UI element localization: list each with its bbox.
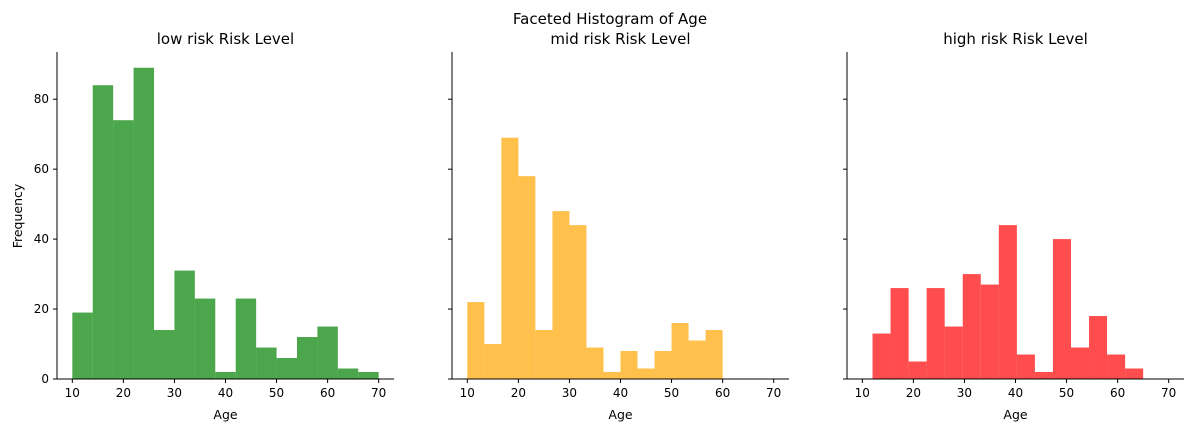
x-axis-label: Age xyxy=(213,407,237,422)
x-tick-label: 20 xyxy=(906,386,921,400)
histogram-bar xyxy=(1089,316,1108,379)
x-tick-label: 40 xyxy=(218,386,233,400)
x-tick-label: 10 xyxy=(460,386,475,400)
histogram-bar xyxy=(113,120,134,379)
panels-layer: 10 20 30 40 50 60 70 0 20 40 60 80 Age low risk Risk … xyxy=(34,30,1184,422)
y-tick-label: 20 xyxy=(34,302,49,316)
histogram-bar xyxy=(1125,368,1144,379)
x-axis-label: Age xyxy=(608,407,632,422)
panel-1: 10 20 30 40 50 60 70 0 20 40 60 80 Age low risk Risk … xyxy=(34,30,394,422)
histogram-bar xyxy=(72,312,93,379)
panel-2: 10 20 30 40 50 60 70 Age mid risk Risk Level xyxy=(448,30,789,422)
histogram-bar xyxy=(337,368,359,379)
histogram-bar xyxy=(620,351,638,379)
histogram-bar xyxy=(908,361,927,379)
x-tick-label: 40 xyxy=(1008,386,1023,400)
histogram-bar xyxy=(317,326,338,379)
histogram-bar xyxy=(501,137,519,379)
histogram-bar xyxy=(1052,239,1072,379)
histogram-bar xyxy=(92,85,114,379)
histogram-bar xyxy=(998,225,1017,379)
histogram-bar xyxy=(215,372,236,379)
histogram-bar xyxy=(944,326,963,379)
histogram-bar xyxy=(569,225,587,379)
histogram-bar xyxy=(518,176,536,379)
histogram-bar xyxy=(256,347,277,379)
histogram-bar xyxy=(872,333,891,379)
panel-3: 10 20 30 40 50 60 70 Age high risk Risk Level xyxy=(843,30,1184,422)
histogram-bar xyxy=(133,67,155,379)
histogram-bar xyxy=(235,298,257,379)
x-tick-label: 20 xyxy=(116,386,131,400)
histogram-bar xyxy=(154,330,175,379)
x-tick-label: 10 xyxy=(65,386,80,400)
histogram-bar xyxy=(1034,372,1053,379)
x-tick-label: 20 xyxy=(511,386,526,400)
histogram-bar xyxy=(926,288,945,379)
histogram-bar xyxy=(980,284,999,379)
x-tick-label: 60 xyxy=(1110,386,1125,400)
histogram-bar xyxy=(671,323,689,379)
chart-suptitle: Faceted Histogram of Age xyxy=(513,10,707,28)
histogram-bar xyxy=(467,302,485,379)
panel-title: high risk Risk Level xyxy=(943,30,1088,48)
histogram-bar xyxy=(654,351,672,379)
y-axis-label: Frequency xyxy=(10,183,25,248)
y-tick-label: 40 xyxy=(34,232,49,246)
histogram-bar xyxy=(603,372,621,379)
histogram-bar xyxy=(484,344,502,379)
histogram-bar xyxy=(962,274,981,379)
histogram-bar xyxy=(1016,354,1035,379)
x-tick-label: 60 xyxy=(320,386,335,400)
histogram-bar xyxy=(194,298,216,379)
histogram-bar xyxy=(535,330,553,379)
panel-title: low risk Risk Level xyxy=(157,30,294,48)
panel-title: mid risk Risk Level xyxy=(550,30,690,48)
x-tick-label: 70 xyxy=(371,386,386,400)
histogram-bar xyxy=(688,340,706,379)
x-tick-label: 70 xyxy=(766,386,781,400)
histogram-bar xyxy=(552,211,570,379)
x-tick-label: 40 xyxy=(613,386,628,400)
histogram-bar xyxy=(296,337,318,379)
y-tick-label: 80 xyxy=(34,92,49,106)
x-tick-label: 10 xyxy=(855,386,870,400)
x-tick-label: 30 xyxy=(167,386,182,400)
x-tick-label: 50 xyxy=(1059,386,1074,400)
histogram-bar xyxy=(705,330,723,379)
y-tick-label: 0 xyxy=(41,372,49,386)
x-tick-label: 50 xyxy=(664,386,679,400)
histogram-bar xyxy=(890,288,909,379)
x-tick-label: 70 xyxy=(1161,386,1176,400)
x-tick-label: 50 xyxy=(269,386,284,400)
x-tick-label: 30 xyxy=(957,386,972,400)
x-tick-label: 30 xyxy=(562,386,577,400)
histogram-bar xyxy=(1107,354,1126,379)
y-tick-label: 60 xyxy=(34,162,49,176)
histogram-bar xyxy=(637,368,655,379)
histogram-bar xyxy=(586,347,604,379)
x-tick-label: 60 xyxy=(715,386,730,400)
x-axis-label: Age xyxy=(1003,407,1027,422)
histogram-bar xyxy=(358,372,379,379)
histogram-bar xyxy=(1071,347,1090,379)
histogram-bar xyxy=(276,358,297,379)
histogram-bar xyxy=(174,270,195,379)
